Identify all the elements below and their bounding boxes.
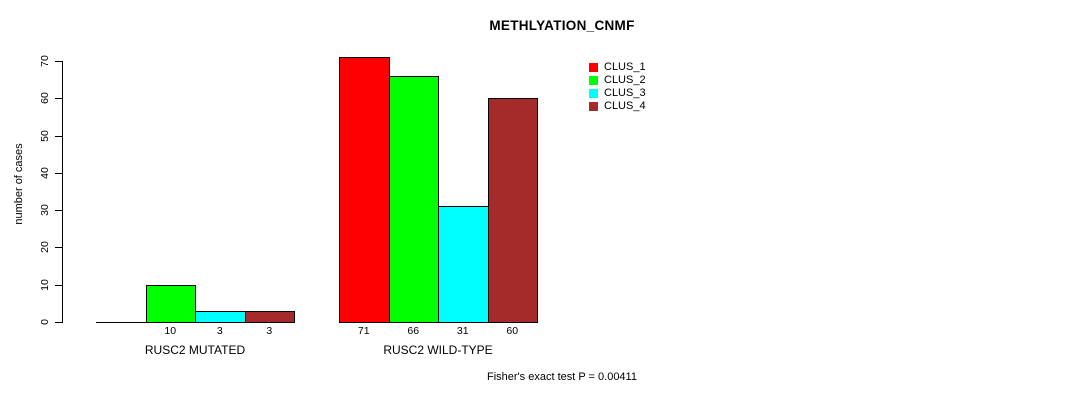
legend-label-clus_4: CLUS_4 (604, 100, 646, 112)
bar-value-label: 60 (506, 325, 519, 337)
bar-clus_4-group2 (487, 98, 538, 323)
chart-title: METHLYATION_CNMF (489, 18, 635, 33)
y-axis-tick-label: 10 (39, 278, 51, 291)
bar-clus_3-group1 (195, 310, 246, 323)
y-axis-tick (55, 284, 62, 286)
y-axis-tick-label: 30 (39, 204, 51, 216)
y-axis-tick-label: 60 (39, 92, 51, 105)
bar-value-label: 10 (164, 325, 177, 337)
annotation-fisher-test: Fisher's exact test P = 0.00411 (487, 371, 637, 383)
bar-clus_1-group2 (339, 57, 390, 323)
y-axis-label: number of cases (13, 143, 25, 225)
legend-swatch-clus_3 (589, 89, 598, 98)
y-axis-tick-label: 40 (39, 167, 51, 179)
y-axis-tick-label: 50 (39, 129, 51, 142)
legend-label-clus_3: CLUS_3 (604, 87, 646, 99)
y-axis-tick (55, 247, 62, 249)
y-axis-tick (55, 172, 62, 174)
y-axis-tick (55, 60, 62, 62)
y-axis-tick-label: 20 (39, 241, 51, 254)
legend-swatch-clus_4 (589, 102, 598, 111)
category-label: RUSC2 MUTATED (144, 343, 246, 357)
bar-value-label: 31 (456, 325, 469, 337)
legend-swatch-clus_1 (589, 63, 598, 72)
bar-clus_4-group1 (244, 310, 295, 323)
legend-label-clus_2: CLUS_2 (604, 74, 646, 86)
y-axis-tick (55, 210, 62, 212)
category-label: RUSC2 WILD-TYPE (383, 343, 493, 357)
bar-value-label: 3 (216, 325, 223, 337)
bar-clus_3-group2 (438, 206, 489, 323)
y-axis-tick (55, 135, 62, 137)
y-axis-tick (55, 98, 62, 100)
legend-swatch-clus_2 (589, 76, 598, 85)
y-axis-tick-label: 70 (39, 55, 51, 67)
y-axis-line (62, 60, 63, 323)
y-axis-tick (55, 322, 62, 323)
bar-clus_2-group2 (388, 75, 439, 323)
y-axis-tick-label: 0 (39, 319, 51, 325)
bar-value-label: 71 (357, 325, 370, 337)
bar-value-label: 66 (407, 325, 420, 337)
bar-value-label: 3 (266, 325, 273, 337)
bar-clus_2-group1 (145, 284, 196, 323)
legend-label-clus_1: CLUS_1 (604, 61, 646, 73)
